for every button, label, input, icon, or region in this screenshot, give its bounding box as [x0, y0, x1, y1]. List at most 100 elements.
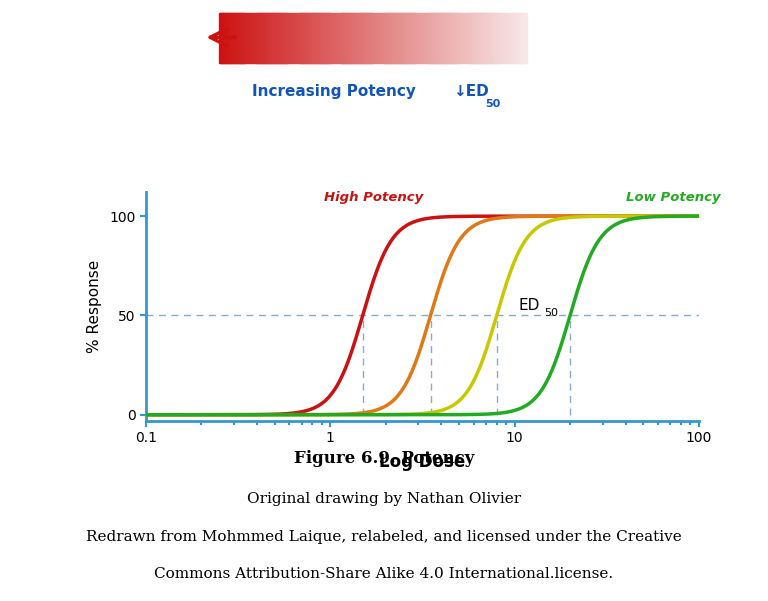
- Bar: [313, 13, 315, 63]
- Bar: [336, 13, 337, 63]
- Bar: [438, 13, 440, 63]
- Bar: [363, 13, 365, 63]
- Bar: [391, 13, 392, 63]
- Bar: [498, 13, 500, 63]
- Bar: [401, 13, 403, 63]
- Bar: [442, 13, 444, 63]
- Bar: [249, 13, 250, 63]
- Bar: [229, 13, 231, 63]
- Text: High Potency: High Potency: [324, 191, 424, 204]
- Bar: [364, 13, 366, 63]
- Bar: [446, 13, 448, 63]
- Bar: [241, 13, 243, 63]
- Bar: [321, 13, 323, 63]
- Bar: [259, 13, 260, 63]
- Bar: [283, 13, 284, 63]
- Bar: [419, 13, 420, 63]
- Bar: [522, 13, 524, 63]
- Bar: [295, 13, 296, 63]
- Bar: [314, 13, 316, 63]
- Bar: [318, 13, 320, 63]
- Bar: [280, 13, 282, 63]
- Bar: [416, 13, 419, 63]
- Bar: [480, 13, 482, 63]
- Bar: [375, 13, 376, 63]
- Bar: [495, 13, 496, 63]
- Text: 50: 50: [485, 99, 501, 109]
- Bar: [517, 13, 518, 63]
- Bar: [465, 13, 466, 63]
- Bar: [434, 13, 435, 63]
- Bar: [415, 13, 417, 63]
- X-axis label: Log Dose: Log Dose: [379, 453, 465, 471]
- Bar: [487, 13, 489, 63]
- Bar: [292, 13, 293, 63]
- Bar: [329, 13, 331, 63]
- Bar: [501, 13, 502, 63]
- Bar: [465, 13, 468, 63]
- Bar: [449, 13, 450, 63]
- Bar: [354, 13, 356, 63]
- Bar: [350, 13, 352, 63]
- Text: ↓ED: ↓ED: [453, 85, 489, 99]
- Bar: [298, 13, 300, 63]
- Bar: [525, 13, 527, 63]
- Bar: [523, 13, 525, 63]
- Bar: [346, 13, 348, 63]
- Bar: [232, 13, 234, 63]
- Bar: [410, 13, 412, 63]
- Bar: [378, 13, 379, 63]
- Bar: [453, 13, 455, 63]
- Bar: [308, 13, 310, 63]
- Bar: [435, 13, 437, 63]
- Bar: [489, 13, 491, 63]
- Bar: [319, 13, 321, 63]
- Bar: [299, 13, 300, 63]
- Bar: [429, 13, 431, 63]
- Bar: [300, 13, 302, 63]
- Bar: [508, 13, 511, 63]
- Bar: [257, 13, 259, 63]
- Bar: [475, 13, 477, 63]
- Bar: [481, 13, 483, 63]
- Bar: [477, 13, 478, 63]
- Bar: [432, 13, 434, 63]
- Bar: [502, 13, 503, 63]
- Bar: [309, 13, 311, 63]
- Bar: [276, 13, 278, 63]
- Text: Figure 6.9. Potency: Figure 6.9. Potency: [294, 450, 474, 466]
- Bar: [237, 13, 239, 63]
- Bar: [344, 13, 346, 63]
- Bar: [452, 13, 453, 63]
- Bar: [407, 13, 409, 63]
- Bar: [404, 13, 406, 63]
- Bar: [427, 13, 429, 63]
- Bar: [473, 13, 475, 63]
- Bar: [250, 13, 251, 63]
- Bar: [482, 13, 484, 63]
- Bar: [357, 13, 359, 63]
- Bar: [264, 13, 266, 63]
- Bar: [256, 13, 257, 63]
- Bar: [273, 13, 275, 63]
- Bar: [468, 13, 471, 63]
- Bar: [268, 13, 270, 63]
- Bar: [290, 13, 293, 63]
- Bar: [286, 13, 287, 63]
- Bar: [431, 13, 432, 63]
- Bar: [336, 13, 339, 63]
- Bar: [459, 13, 462, 63]
- Bar: [326, 13, 327, 63]
- Bar: [419, 13, 422, 63]
- Bar: [343, 13, 345, 63]
- Bar: [462, 13, 463, 63]
- Bar: [332, 13, 333, 63]
- Bar: [220, 13, 222, 63]
- Bar: [455, 13, 456, 63]
- Bar: [253, 13, 254, 63]
- Bar: [362, 13, 364, 63]
- Bar: [366, 13, 368, 63]
- Bar: [402, 13, 404, 63]
- Bar: [412, 13, 414, 63]
- Bar: [447, 13, 449, 63]
